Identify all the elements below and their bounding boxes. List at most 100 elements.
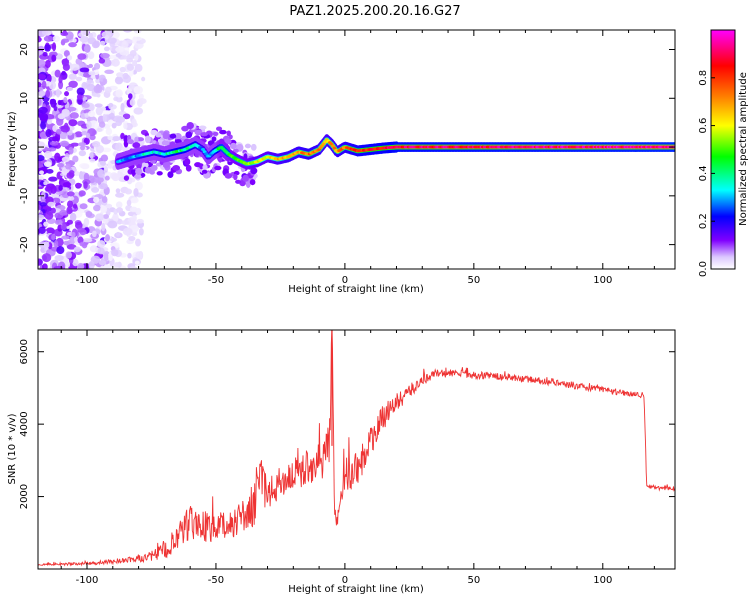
spectrogram-noise-cell [74,131,83,138]
spectrogram-noise-cell [59,197,67,202]
spectrogram-noise-cell [138,98,147,105]
spectrogram-noise-cell [63,240,70,246]
spectrogram-noise-cell [125,39,134,44]
spectrogram-noise-cell [67,196,75,201]
spectrogram-noise-cell [43,161,52,167]
spectrogram-noise-cell [134,260,140,265]
spectrogram-noise-cell [126,63,134,71]
spectrogram-ridge-core [331,144,336,148]
spectrogram-noise-cell [103,46,110,52]
spectrogram-noise-cell [115,188,121,194]
spectrogram-spread-cell [212,131,219,136]
spectrogram-noise-cell [122,40,127,45]
spectrogram-noise-cell [100,265,105,269]
spectrogram-noise-cell [44,60,51,69]
spectrogram-spread-cell [250,167,258,175]
spectrogram-noise-cell [131,231,138,237]
spectrogram-noise-cell [129,50,137,57]
snr-y-axis-label: SNR (10 * v/v) [7,413,18,484]
spectrogram-spread-cell [244,143,251,149]
spectrogram-spread-cell [226,130,231,137]
spectrogram-noise-cell [71,231,76,238]
spectrogram-noise-cell [128,236,136,242]
spectrogram-spread-cell [229,142,237,150]
spectrogram-noise-cell [74,183,83,188]
spectrogram-noise-cell [84,45,89,53]
spectrogram-noise-cell [138,93,144,100]
spectrogram-spread-cell [224,138,232,145]
spectrogram-noise-cell [115,192,125,198]
spectrogram-noise-cell [72,258,79,267]
spectrogram-noise-cell [86,83,96,92]
spectrogram-noise-cell [115,231,121,237]
spectrogram-noise-cell [115,142,123,152]
spectrogram-noise-cell [104,69,114,74]
spectrogram-noise-cell [66,106,77,112]
snr-x-tick-label: 100 [593,575,612,586]
spectrogram-noise-cell [133,85,144,95]
spectrogram-noise-cell [83,217,90,227]
spectrogram-noise-cell [48,176,58,182]
spectrogram-noise-cell [62,181,72,188]
spectrogram-noise-cell [135,251,143,259]
spectrogram-noise-cell [135,207,142,215]
spectrogram-spread-cell [250,143,257,151]
colorbar-tick-label: 0.6 [698,118,709,134]
spectrogram-ridge-core [202,150,207,154]
spectrogram-noise-cell [68,119,78,127]
spectrogram-noise-cell [68,146,74,155]
spectrogram-noise-cell [38,73,46,80]
spectrogram-noise-cell [93,84,103,94]
spectrogram-noise-cell [45,129,52,138]
spectrogram-noise-cell [78,150,87,157]
spectrogram-noise-cell [47,147,57,152]
spectrogram-y-tick-label: 0 [19,144,30,150]
spectrogram-noise-cell [38,258,43,266]
spectrogram-noise-cell [81,81,88,90]
spectrogram-x-tick-label: -100 [76,275,99,286]
spectrogram-noise-cell [51,54,57,62]
spectrogram-spread-cell [150,129,158,136]
spectrogram-noise-cell [99,183,108,190]
spectrogram-noise-cell [115,201,123,209]
spectrogram-noise-cell [52,136,59,142]
spectrogram-noise-cell [102,214,109,220]
spectrogram-noise-cell [79,241,85,247]
spectrogram-spread-cell [167,171,174,179]
spectrogram-noise-cell [66,55,73,61]
spectrogram-noise-cell [102,110,112,115]
spectrogram-noise-cell [101,196,108,203]
spectrogram-spread-cell [161,140,170,146]
spectrogram-noise-cell [60,125,70,133]
spectrogram-noise-cell [58,75,63,84]
spectrogram-x-tick-label: 0 [342,275,348,286]
spectrogram-y-tick-label: 10 [19,92,30,105]
spectrogram-noise-cell [69,112,79,119]
spectrogram-noise-cell [75,76,83,82]
spectrogram-noise-cell [43,221,49,227]
spectrogram-noise-cell [38,97,42,106]
snr-series-line [38,330,675,567]
spectrogram-noise-cell [129,98,136,107]
spectrogram-noise-cell [120,102,125,112]
spectrogram-noise-cell [95,106,104,116]
spectrogram-y-axis-label: Frequency (Hz) [7,111,18,187]
spectrogram-noise-cell [38,106,48,114]
spectrogram-noise-cell [129,266,138,269]
spectrogram-noise-cell [77,53,87,60]
spectrogram-noise-cell [70,142,79,147]
spectrogram-noise-cell [56,128,62,135]
spectrogram-noise-cell [63,96,68,104]
spectrogram-noise-cell [93,204,101,212]
spectrogram-noise-cell [42,263,48,269]
colorbar: 0.0 0.2 0.4 0.6 0.8 Normalized spectral ampl… [698,29,749,277]
spectrogram-noise-cell [132,60,138,67]
spectrogram-noise-cell [38,226,46,234]
spectrogram-noise-cell [92,141,101,148]
spectrogram-noise-cell [45,227,56,236]
spectrogram-spread-cell [162,161,170,169]
spectrogram-noise-cell [138,228,144,236]
spectrogram-spread-cell [144,135,151,144]
spectrogram-noise-cell [76,94,82,100]
